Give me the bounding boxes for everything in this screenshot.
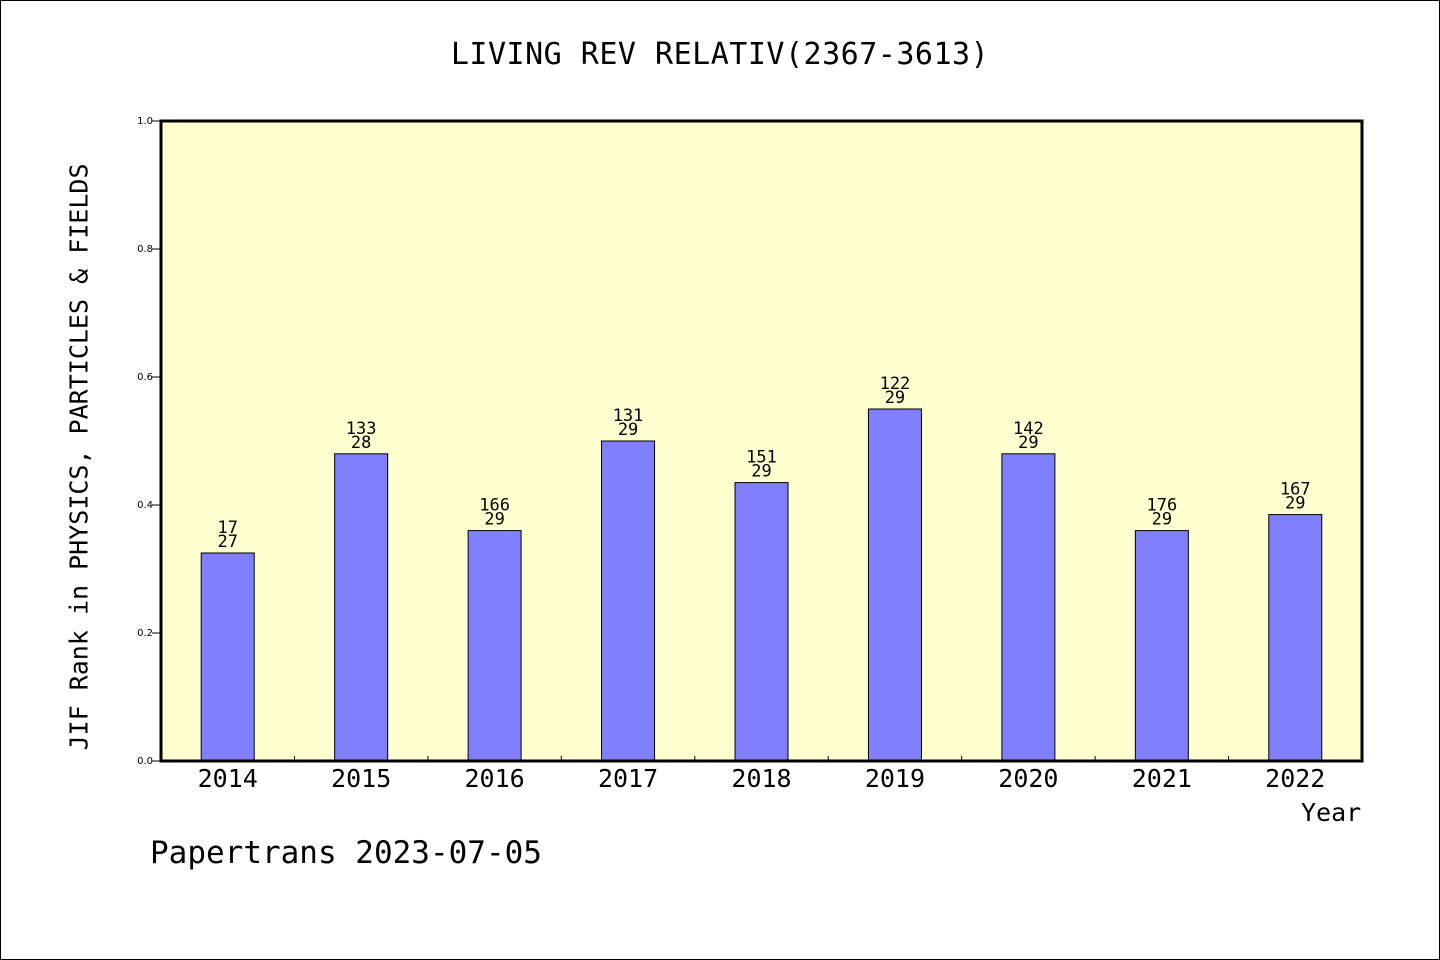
y-tick-label: 0.6 — [137, 372, 153, 383]
x-tick-label: 2020 — [998, 764, 1058, 793]
x-tick-label: 2022 — [1265, 764, 1325, 793]
chart-title: LIVING REV RELATIV(2367-3613) — [450, 37, 990, 72]
bar — [734, 482, 789, 762]
bar-data-label: 29 — [1152, 510, 1172, 530]
bar-data-label: 29 — [751, 462, 771, 482]
y-tick-label: 0.8 — [137, 244, 153, 255]
bar — [334, 453, 389, 762]
y-tick-label: 0.4 — [137, 500, 153, 511]
plot-border — [159, 119, 1364, 763]
bar-data-label: 176 — [1146, 496, 1177, 516]
x-tick-label: 2017 — [598, 764, 658, 793]
bar — [1268, 514, 1323, 762]
bar-data-label: 167 — [1280, 480, 1311, 500]
bar-data-label: 27 — [217, 532, 237, 552]
bar-data-label: 29 — [484, 510, 504, 530]
bar-data-label: 29 — [1285, 494, 1305, 514]
bar-data-label: 17 — [217, 518, 237, 538]
y-tick-label: 1.0 — [137, 116, 153, 127]
bar-data-label: 28 — [351, 433, 371, 453]
y-tick-label: 0.2 — [137, 628, 153, 639]
bar — [601, 440, 656, 762]
bar-data-label: 29 — [885, 388, 905, 408]
bar-data-label: 122 — [880, 374, 911, 394]
footer-credit: Papertrans 2023-07-05 — [150, 835, 542, 871]
bar — [467, 530, 522, 762]
x-tick-label: 2014 — [198, 764, 258, 793]
bar — [1134, 530, 1189, 762]
x-tick-label: 2021 — [1132, 764, 1192, 793]
x-tick-label: 2015 — [331, 764, 391, 793]
bar-data-label: 29 — [618, 420, 638, 440]
bar — [1001, 453, 1056, 762]
bar-data-label: 133 — [346, 419, 377, 439]
x-tick-label: 2018 — [731, 764, 791, 793]
bar — [867, 408, 922, 762]
x-tick-label: 2016 — [465, 764, 525, 793]
x-tick-label: 2019 — [865, 764, 925, 793]
bar-data-label: 142 — [1013, 419, 1044, 439]
bar-data-label: 166 — [479, 496, 510, 516]
y-tick-label: 0.0 — [137, 756, 153, 767]
bar-data-label: 131 — [613, 406, 644, 426]
x-axis-label: Year — [1301, 798, 1362, 827]
bar-data-label: 29 — [1018, 433, 1038, 453]
bar-data-label: 151 — [746, 448, 777, 468]
bar — [200, 552, 255, 762]
